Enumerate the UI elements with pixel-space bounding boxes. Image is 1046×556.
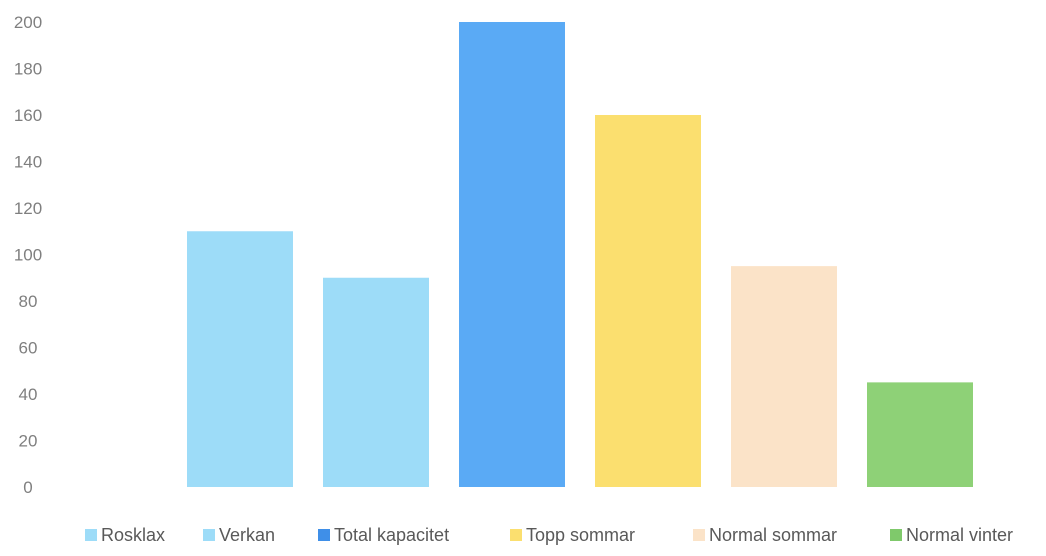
y-tick-label: 200 bbox=[14, 13, 42, 32]
legend-swatch bbox=[510, 529, 522, 541]
bars bbox=[187, 22, 973, 487]
y-tick-label: 0 bbox=[23, 478, 32, 497]
legend-swatch bbox=[85, 529, 97, 541]
y-tick-label: 120 bbox=[14, 199, 42, 218]
y-axis: 0 20 40 60 80 100 120 140 160 180 200 bbox=[14, 13, 42, 497]
y-tick-label: 40 bbox=[19, 385, 38, 404]
bar-normal-vinter bbox=[731, 266, 837, 487]
y-tick-label: 60 bbox=[19, 339, 38, 358]
bar-normal-sommar bbox=[595, 115, 701, 487]
y-tick-label: 20 bbox=[19, 432, 38, 451]
legend-label: Normal vinter bbox=[906, 525, 1013, 545]
bar-total-kapacitet bbox=[323, 277, 429, 487]
y-tick-label: 100 bbox=[14, 246, 42, 265]
legend-swatch bbox=[203, 529, 215, 541]
y-tick-label: 80 bbox=[19, 292, 38, 311]
bar-unlabeled bbox=[867, 382, 973, 487]
legend-swatch bbox=[318, 529, 330, 541]
bar-verkan bbox=[187, 231, 293, 487]
y-tick-label: 180 bbox=[14, 60, 42, 79]
legend-label: Total kapacitet bbox=[334, 525, 449, 545]
legend: Rosklax Verkan Total kapacitet Topp sommar N… bbox=[85, 525, 1013, 545]
legend-label: Rosklax bbox=[101, 525, 165, 545]
y-tick-label: 160 bbox=[14, 106, 42, 125]
legend-label: Topp sommar bbox=[526, 525, 635, 545]
legend-swatch bbox=[693, 529, 705, 541]
y-tick-label: 140 bbox=[14, 153, 42, 172]
legend-swatch bbox=[890, 529, 902, 541]
legend-label: Verkan bbox=[219, 525, 275, 545]
bar-topp-sommar bbox=[459, 22, 565, 487]
legend-label: Normal sommar bbox=[709, 525, 837, 545]
